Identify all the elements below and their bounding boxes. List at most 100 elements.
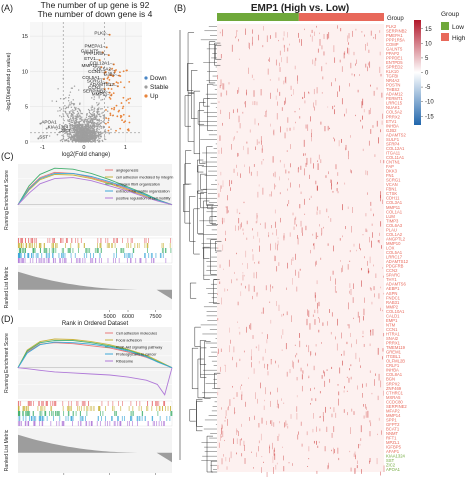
rug-tick bbox=[151, 401, 153, 406]
heatmap-cell bbox=[365, 383, 367, 387]
rug-tick bbox=[117, 421, 119, 426]
data-point bbox=[70, 119, 73, 121]
data-point bbox=[82, 132, 84, 134]
heatmap-cell bbox=[297, 237, 299, 245]
heatmap-cell bbox=[314, 292, 316, 298]
rug-tick bbox=[72, 416, 74, 421]
data-point bbox=[74, 117, 76, 120]
rug-tick bbox=[22, 258, 24, 263]
heatmap-cell bbox=[278, 262, 280, 266]
heatmap-cell bbox=[222, 221, 223, 225]
heatmap-cell bbox=[283, 80, 285, 85]
gene-row-label: MMP2 bbox=[386, 304, 399, 309]
rug-tick bbox=[18, 258, 20, 263]
heatmap-cell bbox=[372, 232, 373, 238]
heatmap-cell bbox=[222, 29, 223, 37]
heatmap-cell bbox=[360, 119, 362, 122]
data-point bbox=[77, 115, 79, 117]
gene-row-label: CALD1 bbox=[386, 313, 400, 318]
data-point bbox=[93, 129, 96, 131]
heatmap-cell bbox=[275, 242, 277, 250]
data-point bbox=[81, 126, 83, 129]
rug-tick bbox=[40, 243, 42, 248]
heatmap-cell bbox=[334, 57, 336, 63]
data-point bbox=[102, 117, 105, 119]
heatmap-cell bbox=[345, 144, 347, 150]
data-point-up bbox=[107, 87, 110, 90]
heatmap-cell bbox=[254, 262, 255, 264]
heatmap-cell bbox=[254, 118, 256, 125]
rug-tick bbox=[163, 401, 164, 406]
data-point-up bbox=[112, 114, 115, 117]
rug-tick bbox=[136, 416, 138, 421]
heatmap-cell bbox=[277, 387, 278, 393]
rug-tick bbox=[169, 416, 171, 421]
rug-tick bbox=[43, 416, 45, 421]
heatmap-cell bbox=[372, 125, 374, 128]
rug-tick bbox=[39, 243, 41, 248]
heatmap-cell bbox=[319, 428, 321, 432]
rug-tick bbox=[70, 248, 72, 253]
heatmap-cell bbox=[224, 439, 225, 442]
heatmap-cell bbox=[333, 245, 334, 252]
heatmap-cell bbox=[317, 160, 318, 162]
heatmap-cell bbox=[267, 334, 268, 339]
data-point bbox=[90, 134, 92, 136]
rug-tick bbox=[165, 248, 167, 253]
heatmap-cell bbox=[315, 57, 317, 61]
data-point bbox=[76, 118, 78, 121]
data-point bbox=[84, 127, 86, 129]
data-point bbox=[99, 125, 102, 127]
data-point bbox=[65, 107, 68, 109]
rug-tick bbox=[148, 253, 150, 258]
data-point bbox=[89, 109, 91, 112]
heatmap-cell bbox=[324, 371, 325, 377]
rug-tick bbox=[23, 248, 25, 253]
data-point bbox=[98, 128, 100, 131]
heatmap-cell bbox=[284, 422, 285, 428]
data-point bbox=[67, 120, 70, 122]
rug-tick bbox=[156, 421, 158, 426]
data-point bbox=[100, 99, 102, 101]
rug-tick bbox=[111, 416, 112, 421]
heatmap-cell bbox=[319, 416, 321, 418]
gene-row-label: MFAP2 bbox=[386, 408, 400, 413]
heatmap-cell bbox=[338, 391, 340, 396]
gene-row-label: COL1A1 bbox=[386, 209, 403, 214]
heatmap-cell bbox=[278, 77, 280, 81]
rug-tick bbox=[42, 406, 44, 411]
rug-tick bbox=[29, 258, 31, 263]
legend-label: Cell adhesion molecules bbox=[116, 332, 157, 336]
rug-tick bbox=[38, 401, 39, 406]
rug-tick bbox=[137, 416, 139, 421]
rug-tick bbox=[80, 411, 81, 416]
label-connector bbox=[100, 87, 105, 90]
rug-tick bbox=[101, 258, 102, 263]
heatmap-cell bbox=[283, 402, 285, 404]
data-point bbox=[75, 107, 77, 109]
rug-tick bbox=[18, 243, 20, 248]
heatmap-cell bbox=[344, 386, 345, 389]
heatmap-cell bbox=[252, 295, 253, 300]
heatmap-cell bbox=[251, 42, 253, 46]
heatmap-cell bbox=[239, 331, 241, 335]
heatmap-cell bbox=[222, 122, 223, 126]
data-point bbox=[75, 136, 77, 138]
heatmap-cell bbox=[292, 360, 293, 368]
es-curve bbox=[17, 367, 173, 396]
heatmap-cell bbox=[336, 343, 338, 351]
heatmap-cell bbox=[360, 248, 361, 251]
heatmap-cell bbox=[225, 230, 226, 236]
heatmap-cell bbox=[298, 431, 299, 435]
heatmap-cell bbox=[233, 397, 235, 399]
heatmap-cell bbox=[281, 349, 283, 351]
heatmap-cell bbox=[338, 140, 340, 147]
gene-row-label: POSTN bbox=[386, 83, 400, 88]
heatmap-cell bbox=[319, 224, 320, 227]
data-point bbox=[64, 123, 67, 126]
data-point bbox=[105, 138, 107, 141]
heatmap-cell bbox=[347, 150, 349, 157]
rug-tick bbox=[82, 258, 84, 263]
rug-tick bbox=[18, 421, 20, 426]
heatmap-cell bbox=[276, 266, 278, 272]
